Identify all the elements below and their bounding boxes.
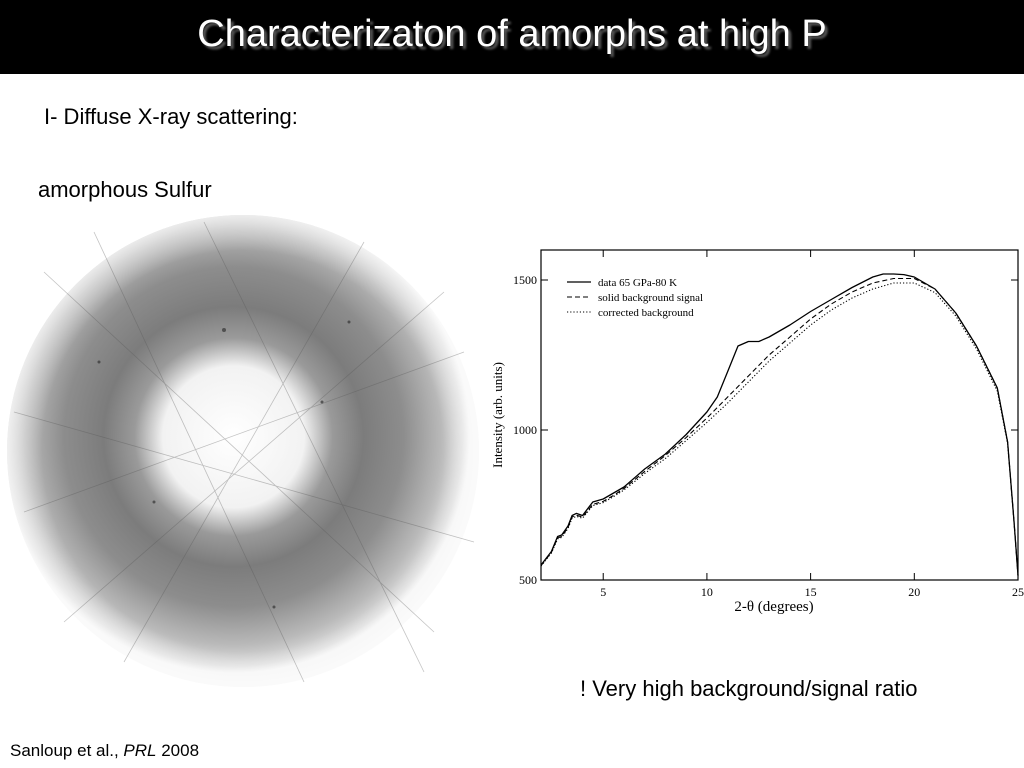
- y-tick-label: 1500: [513, 273, 537, 287]
- section-heading: I- Diffuse X-ray scattering:: [44, 104, 298, 129]
- legend-label: data 65 GPa-80 K: [598, 277, 677, 289]
- x-tick-label: 5: [600, 585, 606, 599]
- legend: data 65 GPa-80 K solid background signal c…: [567, 277, 703, 319]
- citation: Sanloup et al., PRL 2008: [10, 741, 199, 761]
- x-tick-label: 20: [908, 585, 920, 599]
- x-axis-ticks: 5 10 15 20 25: [600, 250, 1024, 599]
- y-tick-label: 500: [519, 573, 537, 587]
- legend-label: corrected background: [598, 307, 694, 319]
- title-bar: Characterizaton of amorphs at high P: [0, 0, 1024, 74]
- slide-title: Characterizaton of amorphs at high P: [197, 12, 827, 55]
- series-lines: [540, 273, 1019, 576]
- series-line-dashed: [540, 277, 1019, 576]
- plot-frame: [540, 249, 1019, 581]
- y-axis-label: Intensity (arb. units): [490, 362, 505, 468]
- note-text: ! Very high background/signal ratio: [580, 676, 918, 701]
- y-tick-label: 1000: [513, 423, 537, 437]
- series-line-dotted: [540, 282, 1019, 576]
- citation-journal: PRL: [123, 741, 157, 760]
- sample-label: amorphous Sulfur: [38, 177, 212, 202]
- x-tick-label: 25: [1012, 585, 1024, 599]
- legend-label: solid background signal: [598, 292, 703, 304]
- x-tick-label: 15: [805, 585, 817, 599]
- intensity-chart: 5 10 15 20 25 500 1000 1500 data 65 GPa-80 K so…: [490, 249, 1024, 615]
- diffraction-pattern-image: [7, 215, 479, 687]
- x-axis-label: 2-θ (degrees): [734, 599, 813, 615]
- citation-authors: Sanloup et al.,: [10, 741, 124, 760]
- citation-year: 2008: [156, 741, 200, 760]
- x-tick-label: 10: [701, 585, 713, 599]
- y-axis-ticks: 500 1000 1500: [513, 273, 1018, 587]
